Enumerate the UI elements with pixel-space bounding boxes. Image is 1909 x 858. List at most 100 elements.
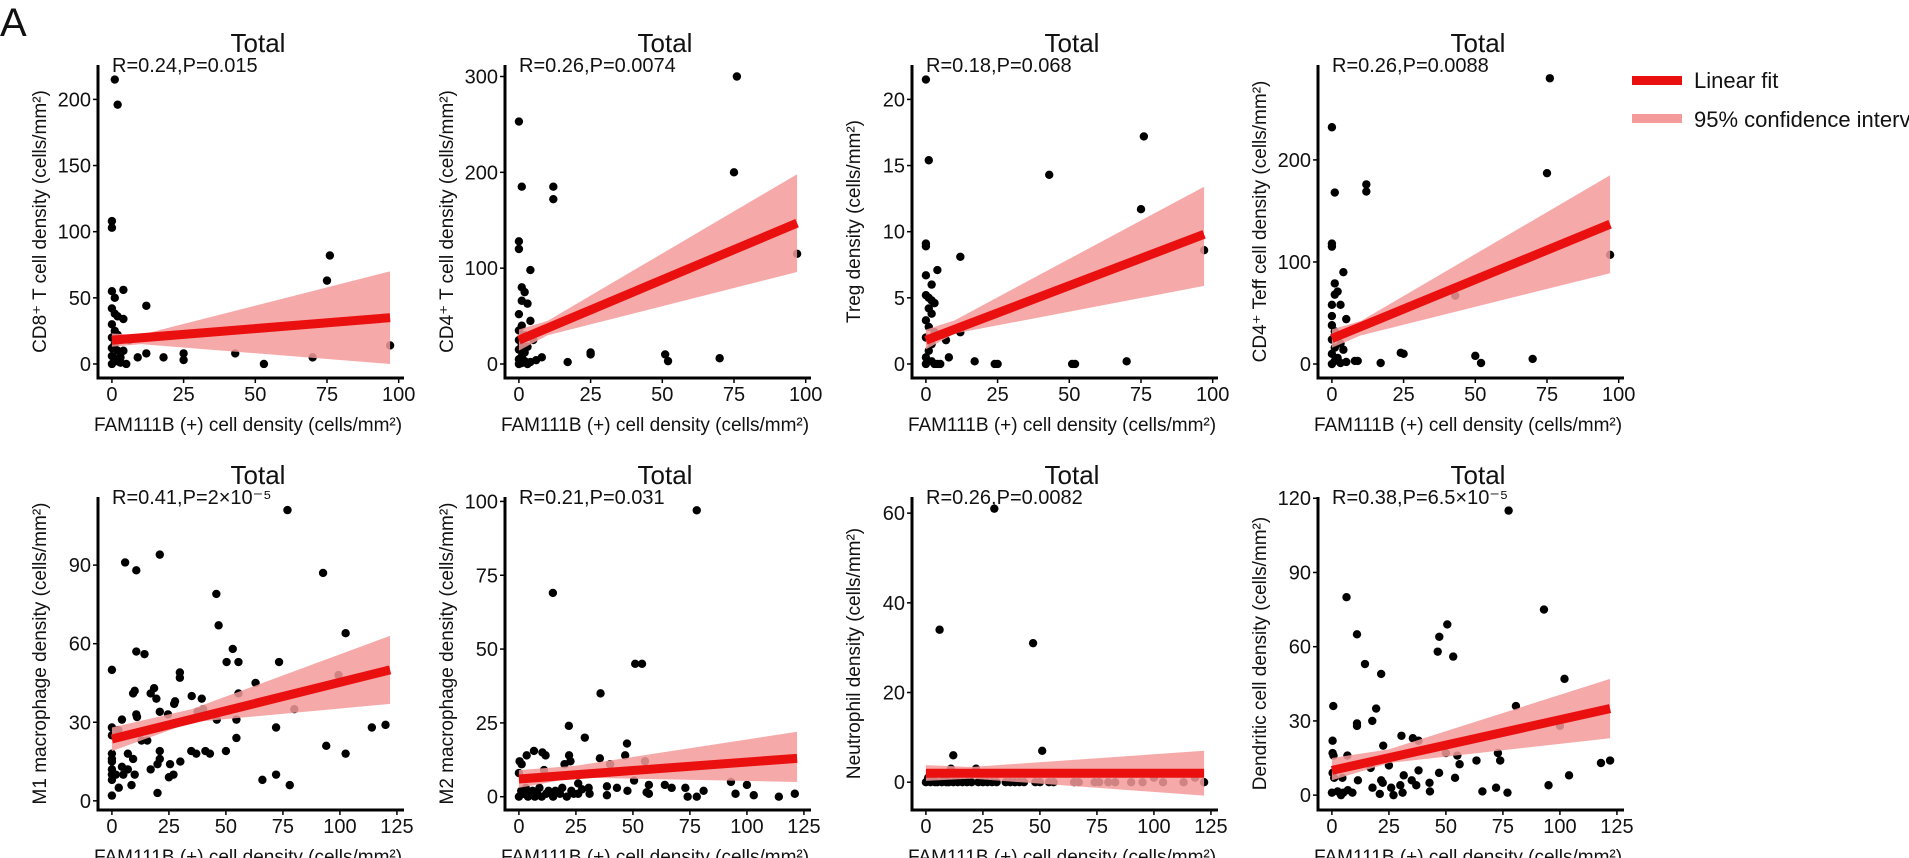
- data-point: [1037, 746, 1047, 756]
- data-point: [175, 673, 185, 682]
- data-point: [107, 791, 117, 800]
- data-point: [1560, 674, 1569, 684]
- data-point: [1399, 349, 1408, 359]
- y-tick-label: 30: [1289, 711, 1311, 733]
- data-point: [132, 566, 141, 575]
- data-point: [681, 783, 690, 793]
- confidence-band: [1331, 175, 1611, 348]
- data-point: [921, 271, 931, 280]
- data-point: [142, 301, 151, 310]
- data-point: [517, 182, 526, 191]
- data-point: [214, 621, 223, 630]
- data-point: [990, 504, 999, 513]
- data-point: [117, 715, 127, 724]
- data-point: [742, 780, 752, 790]
- data-point: [514, 117, 524, 126]
- data-point: [1379, 741, 1388, 750]
- correlation-stat: R=0.26,P=0.0088: [1332, 55, 1489, 77]
- data-point: [187, 691, 196, 701]
- data-point: [1450, 773, 1460, 783]
- data-point: [1353, 356, 1362, 366]
- x-tick-label: 100: [1602, 384, 1635, 406]
- y-tick-label: 5: [894, 288, 905, 310]
- x-tick-label: 25: [1392, 384, 1414, 406]
- data-point: [285, 780, 294, 790]
- data-point: [1399, 771, 1408, 780]
- data-point: [1378, 778, 1387, 787]
- data-point: [732, 72, 742, 81]
- data-point: [933, 265, 942, 275]
- data-point: [620, 751, 630, 760]
- data-point: [921, 359, 931, 369]
- y-tick-label: 30: [69, 712, 91, 734]
- data-point: [1327, 311, 1337, 321]
- x-tick-label: 125: [380, 816, 413, 838]
- data-point: [322, 276, 332, 285]
- data-point: [667, 783, 676, 793]
- y-tick-label: 20: [883, 89, 905, 111]
- y-tick-label: 0: [487, 787, 498, 809]
- data-point: [1352, 721, 1362, 731]
- data-point: [114, 783, 123, 792]
- data-point: [1504, 506, 1513, 515]
- linear-fit-line: [1330, 704, 1612, 775]
- data-point: [1371, 704, 1381, 713]
- data-point: [325, 251, 335, 260]
- x-tick-label: 125: [1600, 816, 1633, 838]
- data-point: [637, 659, 647, 669]
- panel-title: Total: [638, 460, 693, 490]
- y-tick-label: 0: [1300, 354, 1311, 376]
- panel-title: Total: [1451, 460, 1506, 490]
- y-tick-label: 15: [883, 156, 905, 178]
- y-tick-label: 0: [894, 354, 905, 376]
- data-point: [110, 75, 119, 84]
- data-point: [520, 287, 529, 297]
- data-point: [514, 237, 524, 246]
- data-point: [1136, 204, 1146, 214]
- data-point: [179, 349, 188, 358]
- data-point: [970, 357, 979, 366]
- x-tick-label: 100: [323, 816, 356, 838]
- x-tick-label: 100: [730, 816, 763, 838]
- x-tick-label: 0: [1326, 384, 1337, 406]
- data-point: [271, 770, 281, 779]
- x-tick-label: 75: [316, 384, 338, 406]
- data-point: [142, 349, 151, 358]
- x-axis-label: FAM111B (+) cell density (cells/mm²): [908, 415, 1216, 436]
- y-axis-label: Treg density (cells/mm²): [844, 120, 865, 323]
- x-tick-label: 75: [723, 384, 745, 406]
- data-point: [318, 568, 328, 578]
- data-point: [1339, 267, 1348, 277]
- data-point: [715, 354, 724, 363]
- data-point: [107, 665, 117, 675]
- data-point: [119, 770, 128, 779]
- data-point: [663, 356, 673, 366]
- data-point: [1539, 605, 1549, 614]
- y-tick-label: 75: [476, 565, 498, 587]
- x-tick-label: 50: [651, 384, 673, 406]
- data-point: [155, 550, 164, 559]
- data-point: [1028, 638, 1038, 648]
- data-point: [1330, 279, 1339, 288]
- x-tick-label: 50: [1058, 384, 1080, 406]
- x-tick-label: 75: [1492, 816, 1514, 838]
- data-point: [1336, 300, 1345, 310]
- x-tick-label: 0: [106, 384, 117, 406]
- data-point: [749, 791, 758, 800]
- data-point: [132, 712, 142, 722]
- data-point: [128, 689, 138, 698]
- data-point: [153, 788, 162, 798]
- y-tick-label: 100: [465, 258, 498, 280]
- confidence-band: [925, 186, 1205, 350]
- data-point: [1433, 647, 1442, 656]
- data-points: [514, 72, 802, 369]
- data-point: [110, 293, 119, 303]
- data-point: [535, 783, 544, 793]
- data-point: [381, 720, 390, 730]
- data-point: [526, 265, 535, 275]
- data-point: [612, 783, 622, 793]
- data-point: [921, 316, 931, 325]
- y-tick-label: 300: [465, 67, 498, 89]
- scatter-panel-5: 0 25 50 75 100 125 0 30 60 90 TotalR=0.41,P=2×10⁻⁵…: [30, 460, 414, 858]
- data-point: [341, 629, 350, 638]
